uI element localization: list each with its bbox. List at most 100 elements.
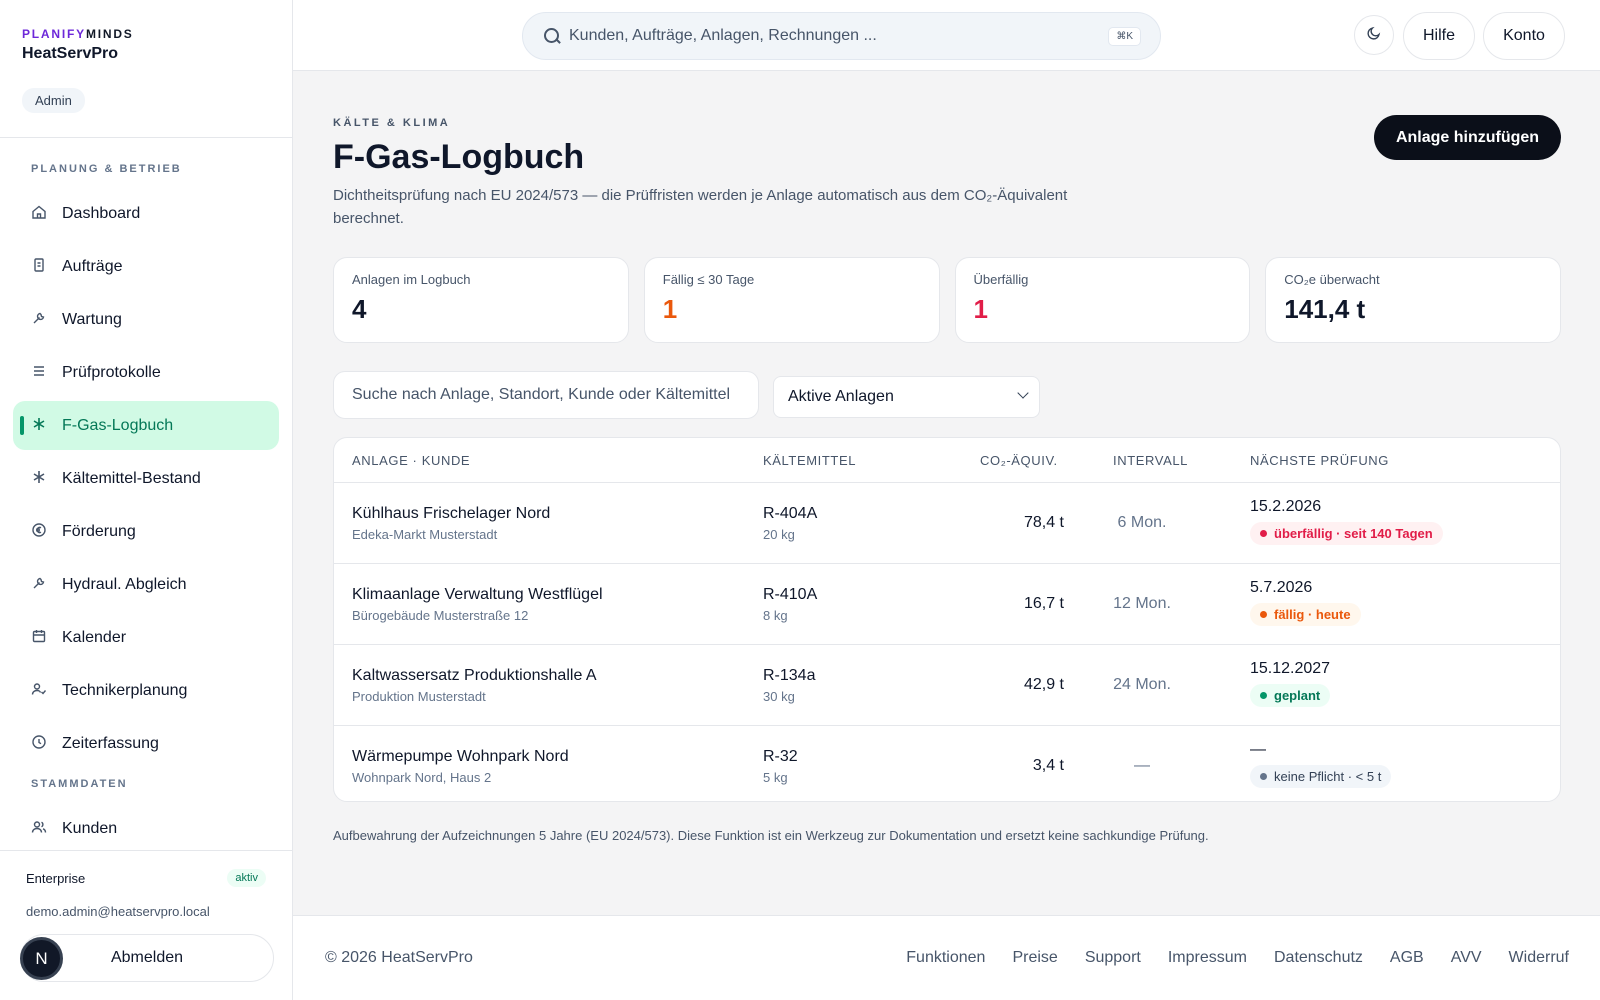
search-icon xyxy=(543,27,561,45)
sidebar-item-label: Technikerplanung xyxy=(62,681,188,699)
system-name[interactable]: Kaltwassersatz Produktionshalle A xyxy=(352,667,597,684)
next-check-date: 15.2.2026 xyxy=(1250,498,1322,515)
app-name: HeatServPro xyxy=(22,45,119,62)
table-row[interactable]: Wärmepumpe Wohnpark Nord Wohnpark Nord, H… xyxy=(334,726,1560,801)
column-header-kaeltemittel[interactable]: KÄLTEMITTEL xyxy=(763,453,857,468)
sidebar-item-pruefprotokolle[interactable]: Prüfprotokolle xyxy=(13,348,279,397)
system-name[interactable]: Wärmepumpe Wohnpark Nord xyxy=(352,748,569,765)
sidebar-item-label: Kalender xyxy=(62,628,127,646)
sidebar-item-kalender[interactable]: Kalender xyxy=(13,613,279,662)
fgas-table: ANLAGE · KUNDE KÄLTEMITTEL CO₂-ÄQUIV. IN… xyxy=(333,437,1561,802)
status-text: fällig · heute xyxy=(1274,607,1351,622)
user-email: demo.admin@heatservpro.local xyxy=(26,904,210,919)
wrench-icon xyxy=(30,575,48,594)
footer-link-preise[interactable]: Preise xyxy=(1012,949,1058,966)
status-filter-select[interactable]: Aktive Anlagen xyxy=(773,376,1040,418)
status-badge: fällig · heute xyxy=(1250,603,1361,626)
next-check-date: — xyxy=(1250,741,1266,758)
table-row[interactable]: Kühlhaus Frischelager Nord Edeka-Markt Mu… xyxy=(334,483,1560,564)
refrigerant: R-410A xyxy=(763,586,818,603)
column-header-naechste-pruefung[interactable]: NÄCHSTE PRÜFUNG xyxy=(1250,453,1390,468)
status-badge: keine Pflicht · < 5 t xyxy=(1250,765,1392,788)
refrigerant: R-32 xyxy=(763,748,798,765)
theme-toggle-button[interactable] xyxy=(1354,15,1394,55)
sidebar-item-zeiterfassung[interactable]: Zeiterfassung xyxy=(13,719,279,768)
footer-link-datenschutz[interactable]: Datenschutz xyxy=(1273,949,1363,966)
stat-value: 1 xyxy=(662,294,678,324)
global-search[interactable]: ⌘K xyxy=(522,12,1161,60)
table-row[interactable]: Klimaanlage Verwaltung Westflügel Bürogeb… xyxy=(334,564,1560,645)
footer-link-funktionen[interactable]: Funktionen xyxy=(906,949,986,966)
customer-name: Wohnpark Nord, Haus 2 xyxy=(352,770,492,785)
stats-row: Anlagen im Logbuch 4 Fällig ≤ 30 Tage 1 … xyxy=(333,257,1561,343)
help-button[interactable]: Hilfe xyxy=(1403,12,1475,60)
account-button[interactable]: Konto xyxy=(1483,12,1565,60)
sidebar-item-wartung[interactable]: Wartung xyxy=(13,295,279,344)
refrigerant-amount: 5 kg xyxy=(763,770,788,785)
stat-label: Überfällig xyxy=(973,272,1029,287)
footer-link-widerruf[interactable]: Widerruf xyxy=(1508,949,1569,966)
sidebar-item-label: Dashboard xyxy=(62,204,141,222)
status-text: geplant xyxy=(1274,688,1321,703)
stat-card-overdue: Überfällig 1 xyxy=(954,257,1251,343)
column-header-anlage[interactable]: ANLAGE · KUNDE xyxy=(352,453,471,468)
sidebar-item-dashboard[interactable]: Dashboard xyxy=(13,189,279,238)
global-search-input[interactable] xyxy=(569,27,1099,45)
sidebar-item-foerderung[interactable]: Förderung xyxy=(13,507,279,556)
sidebar-item-label: Förderung xyxy=(62,522,136,540)
footer-link-impressum[interactable]: Impressum xyxy=(1167,949,1247,966)
page-footer: © 2026 HeatServPro Funktionen Preise Sup… xyxy=(293,915,1600,1000)
status-dot xyxy=(1260,611,1267,618)
stat-label: Anlagen im Logbuch xyxy=(352,272,471,287)
sidebar-item-auftraege[interactable]: Aufträge xyxy=(13,242,279,291)
sidebar-item-label: F-Gas-Logbuch xyxy=(62,416,174,434)
sidebar-item-label: Zeiterfassung xyxy=(62,734,159,752)
role-badge: Admin xyxy=(22,88,85,113)
sidebar-item-label: Kältemittel-Bestand xyxy=(62,469,201,487)
system-name[interactable]: Kühlhaus Frischelager Nord xyxy=(352,505,551,522)
table-row[interactable]: Kaltwassersatz Produktionshalle A Produkt… xyxy=(334,645,1560,726)
clock-icon xyxy=(30,734,48,753)
chevron-down-icon xyxy=(1017,387,1029,399)
column-header-co2[interactable]: CO₂-ÄQUIV. xyxy=(980,453,1058,468)
interval: 6 Mon. xyxy=(1117,514,1167,531)
stat-card-due-soon: Fällig ≤ 30 Tage 1 xyxy=(643,257,940,343)
add-system-button[interactable]: Anlage hinzufügen xyxy=(1374,115,1561,160)
footer-links: Funktionen Preise Support Impressum Date… xyxy=(906,949,1569,967)
user-check-icon xyxy=(30,681,48,700)
system-name[interactable]: Klimaanlage Verwaltung Westflügel xyxy=(352,586,603,603)
sidebar-item-kaeltemittel-bestand[interactable]: Kältemittel-Bestand xyxy=(13,454,279,503)
co2-equivalent: 16,7 t xyxy=(1023,595,1064,612)
sidebar-item-label: Prüfprotokolle xyxy=(62,363,161,381)
footer-link-support[interactable]: Support xyxy=(1084,949,1141,966)
sidebar-item-kunden[interactable]: Kunden xyxy=(13,804,279,850)
brand-wordmark-part2: MINDS xyxy=(85,27,134,41)
sidebar-item-technikerplanung[interactable]: Technikerplanung xyxy=(13,666,279,715)
users-icon xyxy=(30,819,48,838)
customer-name: Edeka-Markt Musterstadt xyxy=(352,527,498,542)
sidebar-item-label: Hydraul. Abgleich xyxy=(62,575,187,593)
sidebar: PLANIFYMINDS HeatServPro Admin PLANUNG &… xyxy=(0,0,293,1000)
avatar[interactable]: N xyxy=(20,937,63,980)
column-header-intervall[interactable]: INTERVALL xyxy=(1113,453,1189,468)
copyright: © 2026 HeatServPro xyxy=(325,949,473,966)
calendar-icon xyxy=(30,628,48,647)
sidebar-item-f-gas-logbuch[interactable]: F-Gas-Logbuch xyxy=(13,401,279,450)
refrigerant-amount: 20 kg xyxy=(763,527,795,542)
nav-section-master-data: STAMMDATEN xyxy=(31,778,128,790)
list-icon xyxy=(30,363,48,382)
sidebar-item-hydraul-abgleich[interactable]: Hydraul. Abgleich xyxy=(13,560,279,609)
wrench-icon xyxy=(30,310,48,329)
footer-link-avv[interactable]: AVV xyxy=(1450,949,1482,966)
plan-status-badge: aktiv xyxy=(227,869,266,887)
footer-link-agb[interactable]: AGB xyxy=(1389,949,1424,966)
co2-equivalent: 3,4 t xyxy=(1032,757,1064,774)
refrigerant: R-134a xyxy=(763,667,816,684)
table-header: ANLAGE · KUNDE KÄLTEMITTEL CO₂-ÄQUIV. IN… xyxy=(334,438,1560,483)
status-dot xyxy=(1260,530,1267,537)
divider xyxy=(0,137,292,138)
brand-logo[interactable]: PLANIFYMINDS HeatServPro xyxy=(22,27,134,63)
table-search-input[interactable] xyxy=(333,371,759,419)
co2-equivalent: 42,9 t xyxy=(1023,676,1064,693)
clipboard-icon xyxy=(30,257,48,276)
